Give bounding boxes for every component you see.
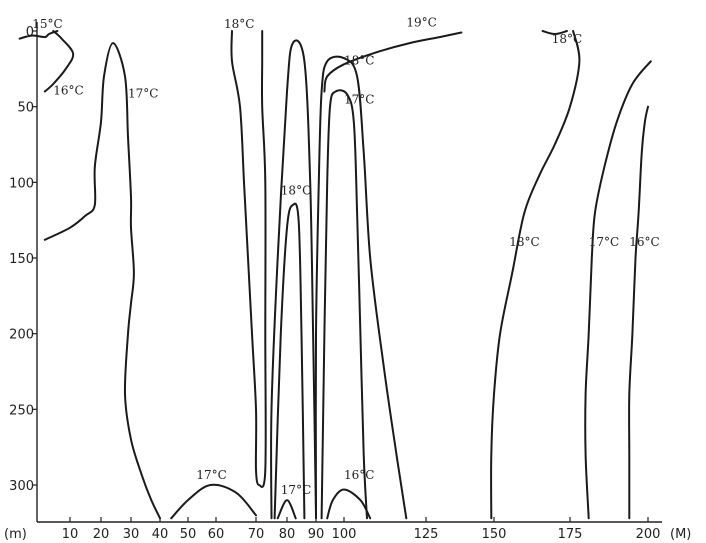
x-tick-label: 30: [123, 527, 140, 542]
x-tick-label: 200: [636, 527, 661, 542]
x-tick-label: 10: [62, 527, 79, 542]
isotherm-line: [584, 60, 652, 520]
isotherm-line: [170, 483, 257, 520]
y-tick-label: 100: [9, 176, 34, 191]
isotherm-label: 16°C: [344, 468, 374, 482]
isotherm-lines: [18, 30, 652, 520]
isotherm-line: [43, 30, 75, 93]
isotherm-line: [541, 30, 568, 35]
y-tick-label: 250: [9, 403, 34, 418]
isotherm-label: 17°C: [128, 87, 158, 101]
isotherm-label: 18°C: [552, 32, 582, 46]
x-tick-label: 150: [482, 527, 507, 542]
isotherm-label: 18°C: [509, 235, 539, 249]
isotherm-line: [320, 89, 368, 520]
isotherm-label: 16°C: [629, 235, 659, 249]
isotherm-label: 19°C: [406, 15, 436, 29]
isotherm-label: 18°C: [224, 17, 254, 31]
isotherm-line: [276, 499, 297, 520]
isotherm-label: 17°C: [344, 93, 374, 107]
isotherm-line: [18, 30, 59, 40]
isotherm-line: [273, 202, 306, 520]
y-tick-label: 200: [9, 328, 34, 343]
isotherm-line: [323, 31, 463, 93]
x-tick-label: 60: [208, 527, 225, 542]
x-tick-label: 100: [332, 527, 357, 542]
x-tick-label: 80: [279, 527, 296, 542]
isotherm-line: [270, 39, 317, 520]
y-tick-label: 0: [26, 25, 34, 40]
isotherm-labels: 15°C 16°C 17°C 18°C 19°C 18°C 18°C 17°C 18°C 18°C…: [32, 15, 660, 497]
y-tick-label: 300: [9, 479, 34, 494]
isotherm-label: 18°C: [344, 53, 374, 67]
isotherm-line: [326, 488, 372, 520]
isotherm-label: 17°C: [281, 483, 311, 497]
x-unit-label: (M): [670, 527, 691, 542]
isotherm-label: 18°C: [281, 183, 311, 197]
x-tick-label: 70: [248, 527, 265, 542]
x-tick-label: 50: [180, 527, 197, 542]
x-tick-label: 90: [308, 527, 325, 542]
isotherm-label: 16°C: [53, 84, 83, 98]
isotherm-label: 17°C: [196, 468, 226, 482]
y-tick-label: 150: [9, 252, 34, 267]
y-tick-label: 50: [17, 101, 34, 116]
isotherm-line: [230, 30, 267, 488]
axes: 0 50 100 150 200 250 300 10 20 30 40 50 60 70 80 90 100 1…: [4, 22, 691, 542]
isotherm-line: [628, 105, 649, 520]
isotherm-label: 17°C: [589, 235, 619, 249]
x-tick-label: 40: [152, 527, 169, 542]
x-tick-label: 175: [558, 527, 583, 542]
isotherm-label: 15°C: [32, 17, 62, 31]
isotherm-line: [490, 30, 581, 520]
y-unit-label: (m): [4, 527, 27, 542]
isotherm-line: [43, 42, 161, 520]
x-tick-label: 20: [93, 527, 110, 542]
x-tick-label: 125: [414, 527, 439, 542]
isotherm-line: [314, 55, 408, 520]
